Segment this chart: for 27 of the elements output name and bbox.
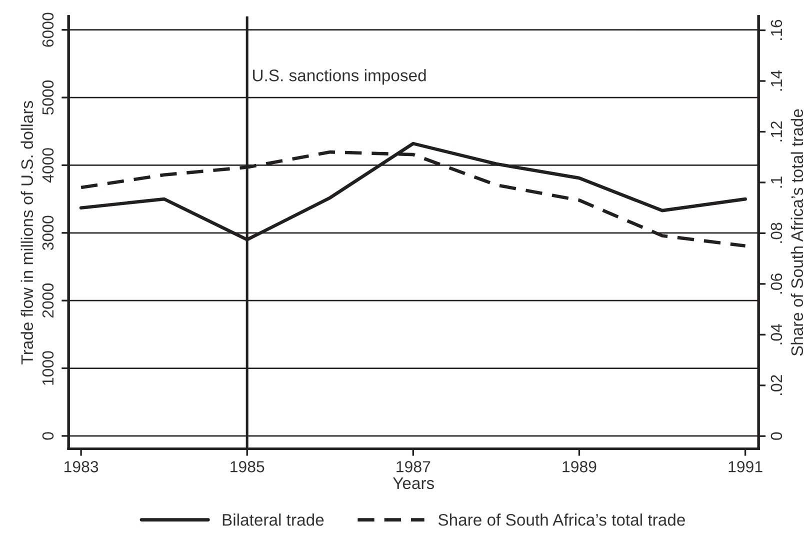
x-tick-label: 1991 <box>728 461 762 472</box>
y2-tick-label: 0 <box>770 432 782 440</box>
legend-label: Bilateral trade <box>222 514 324 526</box>
y2-tick-label: .12 <box>770 121 782 142</box>
y2-tick-label: .08 <box>770 222 782 243</box>
y2-axis-title: Share of South Africa’s total trade <box>790 109 804 356</box>
y2-tick-label: .14 <box>770 70 782 91</box>
y2-tick-label: .04 <box>770 324 782 344</box>
y-tick-label: 0 <box>42 432 54 440</box>
y2-tick-label: .16 <box>770 20 782 40</box>
y-axis-title: Trade flow in millions of U.S. dollars <box>20 101 34 364</box>
y-tick-label: 4000 <box>42 148 54 183</box>
x-tick-label: 1983 <box>64 461 98 472</box>
y2-tick-label: .1 <box>770 176 782 188</box>
x-tick-label: 1989 <box>562 461 596 472</box>
y2-tick-label: .06 <box>770 274 782 294</box>
x-tick-label: 1987 <box>396 461 430 472</box>
y2-tick-label: .02 <box>770 375 782 396</box>
x-axis-title: Years <box>392 477 434 490</box>
y-tick-label: 5000 <box>42 80 54 115</box>
y-tick-label: 1000 <box>42 351 54 385</box>
legend-label: Share of South Africa’s total trade <box>438 514 685 526</box>
y-tick-label: 2000 <box>42 283 54 318</box>
ref-line-label: U.S. sanctions imposed <box>253 69 426 85</box>
y-tick-label: 6000 <box>42 12 54 47</box>
y-tick-label: 3000 <box>42 216 54 250</box>
x-tick-label: 1985 <box>230 461 264 472</box>
